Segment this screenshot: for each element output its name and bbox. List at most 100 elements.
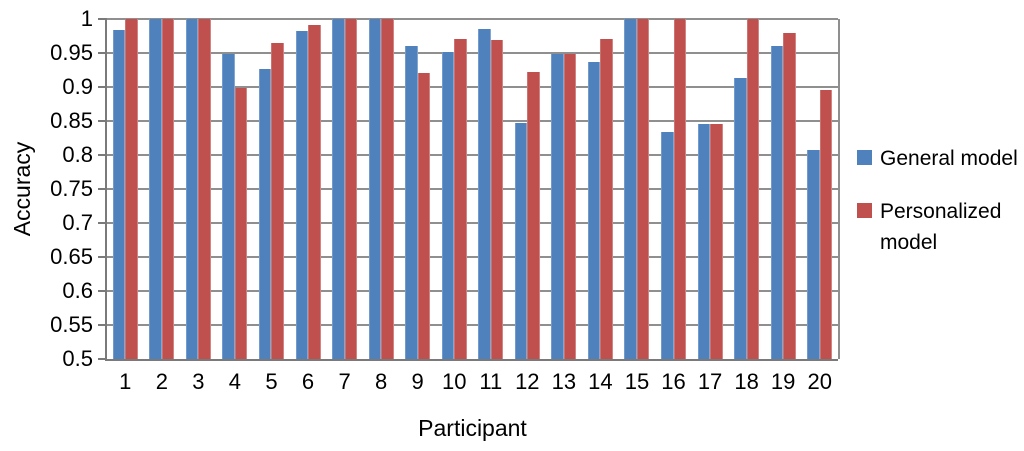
- y-axis-tick: [98, 18, 107, 20]
- x-tick-label: 5: [265, 369, 278, 394]
- bar-general-participant-7: [332, 19, 345, 359]
- bar-personalized-participant-6: [308, 25, 321, 359]
- bar-general-participant-1: [112, 29, 126, 359]
- bar-general-participant-17: [697, 124, 711, 359]
- bar-general-participant-14: [587, 61, 601, 359]
- gridline: [107, 188, 838, 190]
- bar-general-participant-9: [405, 46, 418, 359]
- x-tick-label: 3: [192, 369, 205, 394]
- gridline: [107, 52, 838, 54]
- y-tick-label: 0.9: [62, 74, 93, 99]
- bar-personalized-participant-14: [600, 38, 613, 359]
- x-tick-label: 20: [807, 369, 832, 394]
- x-tick-label: 18: [734, 369, 759, 394]
- x-tick-label: 14: [588, 369, 613, 394]
- bar-general-participant-8: [368, 19, 382, 359]
- bar-personalized-participant-11: [490, 40, 504, 359]
- y-tick-label: 0.7: [62, 210, 93, 235]
- gridline: [107, 18, 838, 20]
- bar-personalized-participant-12: [527, 72, 540, 359]
- x-axis-line: [107, 359, 838, 361]
- bar-personalized-participant-13: [563, 54, 577, 359]
- gridline: [107, 154, 838, 156]
- bar-general-participant-4: [222, 53, 235, 359]
- x-tick-label: 11: [479, 369, 503, 394]
- y-axis-tick: [98, 86, 107, 88]
- y-axis-tick: [98, 290, 107, 292]
- gridline: [107, 222, 838, 224]
- bar-personalized-participant-19: [783, 33, 796, 359]
- y-axis-tick: [98, 222, 107, 224]
- x-tick-label: 12: [515, 369, 540, 394]
- gridline: [107, 290, 838, 292]
- y-axis-tick: [98, 120, 107, 122]
- bar-general-participant-20: [807, 150, 820, 359]
- gridline: [107, 120, 838, 122]
- bar-general-participant-19: [770, 45, 784, 359]
- bar-personalized-participant-5: [271, 43, 284, 359]
- bar-personalized-participant-15: [636, 19, 650, 359]
- y-tick-label: 0.75: [50, 176, 93, 201]
- bar-general-participant-16: [661, 131, 674, 359]
- bar-general-participant-5: [258, 69, 272, 359]
- y-tick-label: 0.65: [50, 244, 93, 269]
- y-axis-tick: [98, 188, 107, 190]
- x-tick-label: 19: [770, 369, 796, 394]
- bar-general-participant-11: [478, 29, 491, 359]
- y-axis-tick: [98, 154, 107, 156]
- bar-personalized-participant-1: [125, 19, 138, 359]
- y-tick-label: 0.55: [50, 312, 93, 337]
- bar-personalized-participant-8: [381, 19, 394, 359]
- legend-label-general: General model: [880, 147, 1018, 170]
- bar-personalized-participant-17: [710, 124, 723, 359]
- legend-label-personalized: Personalized model: [880, 200, 1002, 254]
- bar-personalized-participant-7: [344, 19, 358, 359]
- legend-swatch-personalized-icon: [857, 203, 872, 218]
- y-tick-label: 0.6: [62, 278, 93, 303]
- y-tick-label: 0.5: [62, 346, 93, 371]
- x-tick-label: 6: [301, 369, 315, 394]
- y-axis-tick: [98, 52, 107, 54]
- bar-personalized-participant-2: [161, 19, 175, 359]
- x-tick-label: 17: [697, 369, 723, 394]
- x-tick-label: 16: [661, 369, 686, 394]
- legend-entry-general: General model: [857, 143, 1022, 174]
- y-axis-tick: [98, 358, 107, 360]
- gridline: [107, 324, 838, 326]
- bar-personalized-participant-9: [417, 73, 431, 359]
- x-tick-label: 2: [155, 369, 168, 394]
- x-axis-title: Participant: [418, 415, 527, 441]
- bar-general-participant-18: [734, 78, 747, 359]
- y-axis-line: [105, 19, 107, 361]
- x-tick-label: 15: [624, 369, 650, 394]
- bar-general-participant-12: [514, 123, 528, 359]
- bar-general-participant-6: [295, 30, 309, 359]
- x-tick-label: 10: [441, 369, 467, 394]
- y-axis-tick: [98, 324, 107, 326]
- x-tick-label: 4: [228, 369, 242, 394]
- bar-personalized-participant-16: [673, 19, 687, 359]
- bar-general-participant-3: [185, 19, 199, 359]
- x-tick-label: 9: [411, 369, 424, 394]
- y-axis-tick: [98, 256, 107, 258]
- x-tick-label: 1: [119, 369, 132, 394]
- y-tick-label: 0.8: [62, 142, 93, 167]
- bar-personalized-participant-4: [234, 88, 248, 359]
- x-tick-label: 13: [551, 369, 577, 394]
- bar-general-participant-15: [624, 19, 637, 359]
- bar-personalized-participant-3: [198, 19, 211, 359]
- x-tick-label: 8: [375, 369, 388, 394]
- y-tick-label: 0.95: [50, 40, 93, 65]
- gridline: [107, 86, 838, 88]
- bar-general-participant-10: [441, 51, 455, 359]
- legend-swatch-general-icon: [857, 150, 872, 165]
- bar-general-participant-2: [149, 19, 162, 359]
- y-tick-label: 1: [80, 6, 93, 31]
- bar-personalized-participant-20: [819, 89, 833, 359]
- y-tick-label: 0.85: [50, 108, 93, 133]
- bar-personalized-participant-18: [746, 19, 760, 359]
- legend-entry-personalized: Personalized model: [857, 196, 1022, 258]
- x-tick-label: 7: [338, 369, 351, 394]
